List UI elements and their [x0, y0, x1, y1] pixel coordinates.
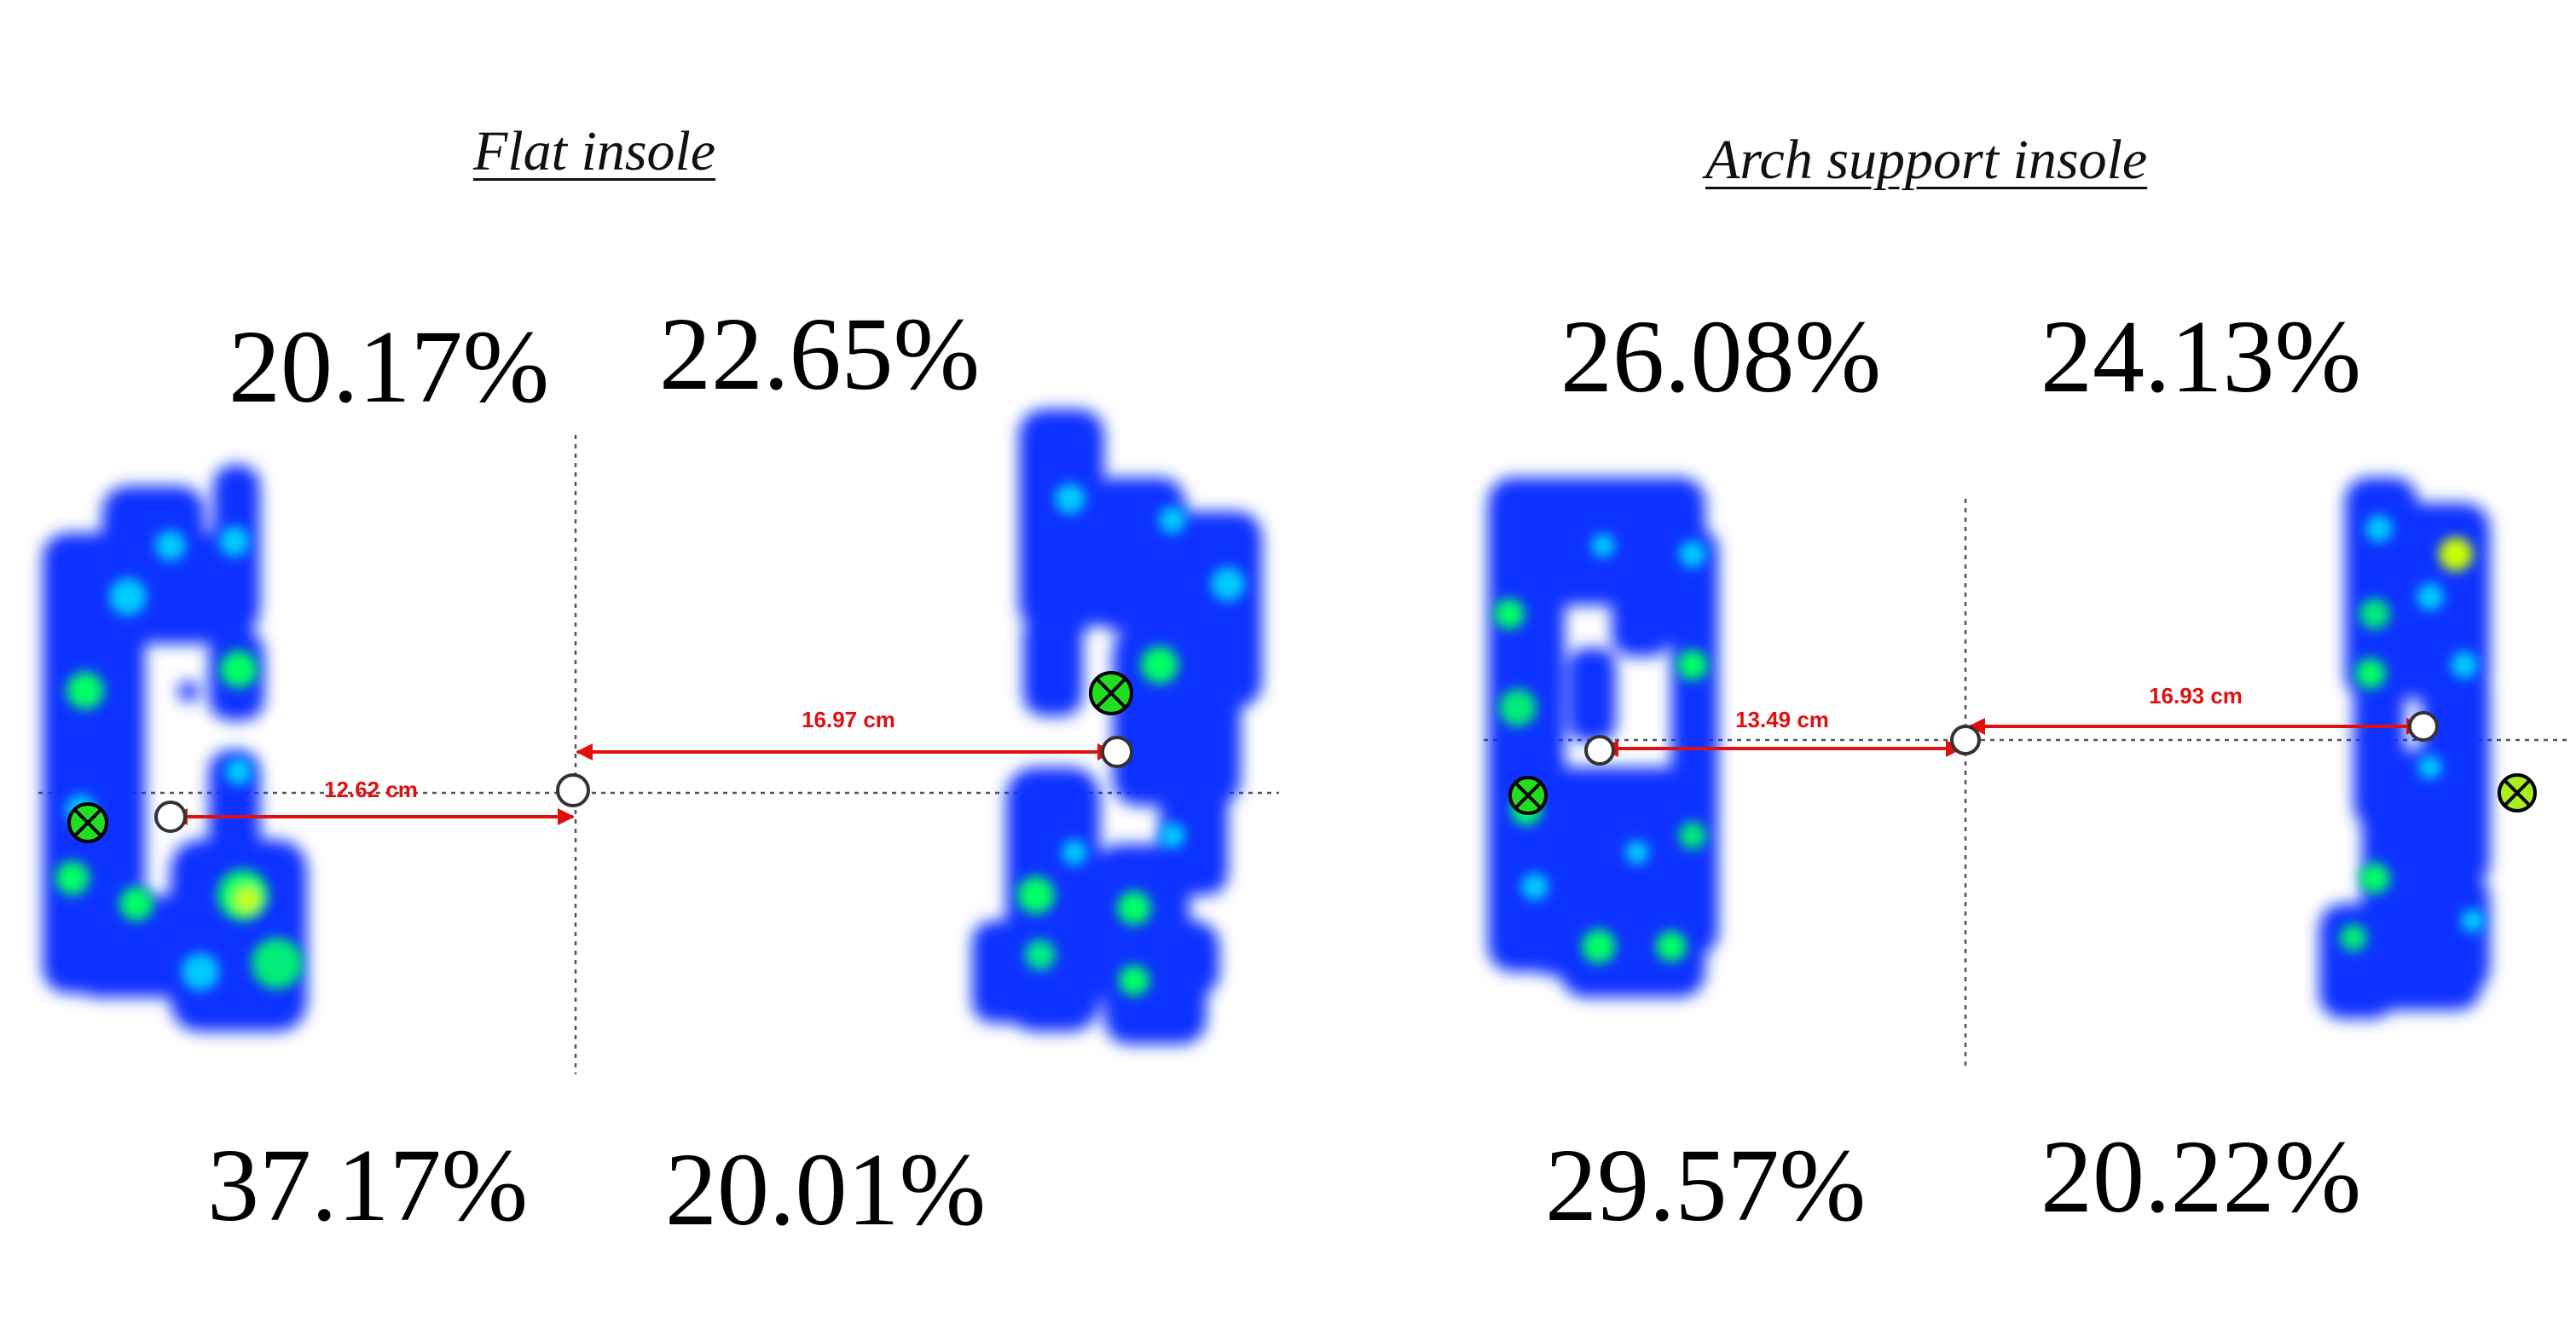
- arch-right-foot-cross-marker-icon: [2498, 773, 2537, 812]
- arch-right-foot-cop-circle: [2408, 711, 2439, 742]
- arch-bottom-left-percent: 29.57%: [1545, 1128, 1867, 1243]
- flat-right-distance-label: 16.97 cm: [802, 707, 895, 732]
- arch-insole-panel: 13.49 cm 16.93 cm: [1484, 477, 2567, 1066]
- flat-right-foot-pressure-map: [972, 409, 1262, 1044]
- flat-left-distance-label: 12.62 cm: [324, 777, 418, 802]
- arch-left-foot-cop-circle: [1584, 735, 1615, 766]
- arch-left-foot-cross-marker-icon: [1508, 776, 1548, 815]
- flat-right-foot-cop-circle: [1101, 736, 1133, 768]
- flat-right-foot-cross-marker-icon: [1089, 671, 1133, 715]
- arch-left-distance-label: 13.49 cm: [1735, 707, 1829, 732]
- flat-insole-panel: 12.62 cm 16.97 cm: [38, 409, 1279, 1074]
- flat-top-right-percent: 22.65%: [659, 297, 981, 412]
- arch-center-circle: [1950, 725, 1981, 755]
- flat-left-foot-pressure-map: [43, 465, 307, 1032]
- flat-center-circle: [556, 773, 590, 807]
- flat-left-foot-cop-circle: [154, 801, 187, 833]
- arch-bottom-right-percent: 20.22%: [2041, 1119, 2362, 1235]
- arch-left-foot-pressure-map: [1488, 477, 1718, 998]
- arch-right-distance-label: 16.93 cm: [2149, 683, 2243, 708]
- flat-bottom-left-percent: 37.17%: [207, 1128, 529, 1243]
- arch-top-right-percent: 24.13%: [2041, 299, 2362, 414]
- flat-bottom-right-percent: 20.01%: [665, 1132, 987, 1247]
- flat-top-left-percent: 20.17%: [229, 309, 550, 425]
- flat-insole-title: Flat insole: [473, 120, 716, 182]
- arch-insole-title: Arch support insole: [1705, 129, 2148, 191]
- flat-left-foot-cross-marker-icon: [67, 802, 108, 843]
- arch-top-left-percent: 26.08%: [1560, 299, 1882, 414]
- arch-right-foot-pressure-map: [2319, 477, 2490, 1019]
